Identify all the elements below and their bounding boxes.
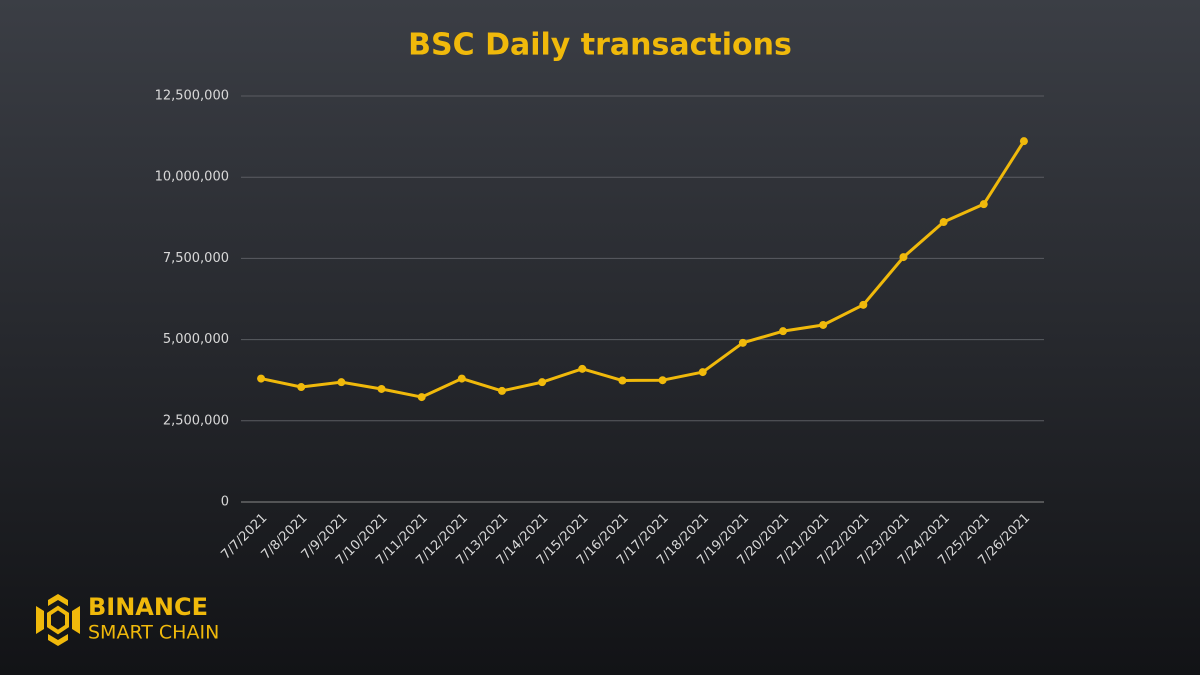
point: [538, 378, 547, 387]
point: [779, 327, 788, 336]
y-tick-label: 5,000,000: [163, 332, 229, 347]
point: [658, 376, 667, 385]
point: [578, 364, 587, 373]
point: [698, 368, 707, 377]
point: [377, 384, 386, 393]
logo: BINANCE SMART CHAIN: [36, 593, 219, 646]
point: [899, 253, 908, 262]
y-tick-label: 7,500,000: [163, 251, 229, 266]
point: [1019, 137, 1028, 146]
point: [939, 218, 948, 227]
y-tick-label: 10,000,000: [155, 170, 229, 185]
y-tick-label: 12,500,000: [155, 89, 229, 104]
point: [618, 376, 627, 385]
y-tick-label: 2,500,000: [163, 413, 229, 428]
brand-product: SMART CHAIN: [88, 622, 219, 644]
point: [417, 393, 426, 402]
y-tick-label: 0: [221, 495, 229, 510]
point: [337, 378, 346, 387]
point: [819, 320, 828, 329]
chart-title: BSC Daily transactions: [408, 28, 792, 63]
point: [859, 300, 868, 309]
point: [297, 383, 306, 392]
brand-name: BINANCE: [88, 593, 208, 621]
point: [257, 374, 266, 383]
point: [457, 374, 466, 383]
logo-icon: [36, 594, 80, 646]
point: [979, 200, 988, 209]
point: [497, 386, 506, 395]
point: [738, 338, 747, 347]
line: [260, 140, 1026, 399]
